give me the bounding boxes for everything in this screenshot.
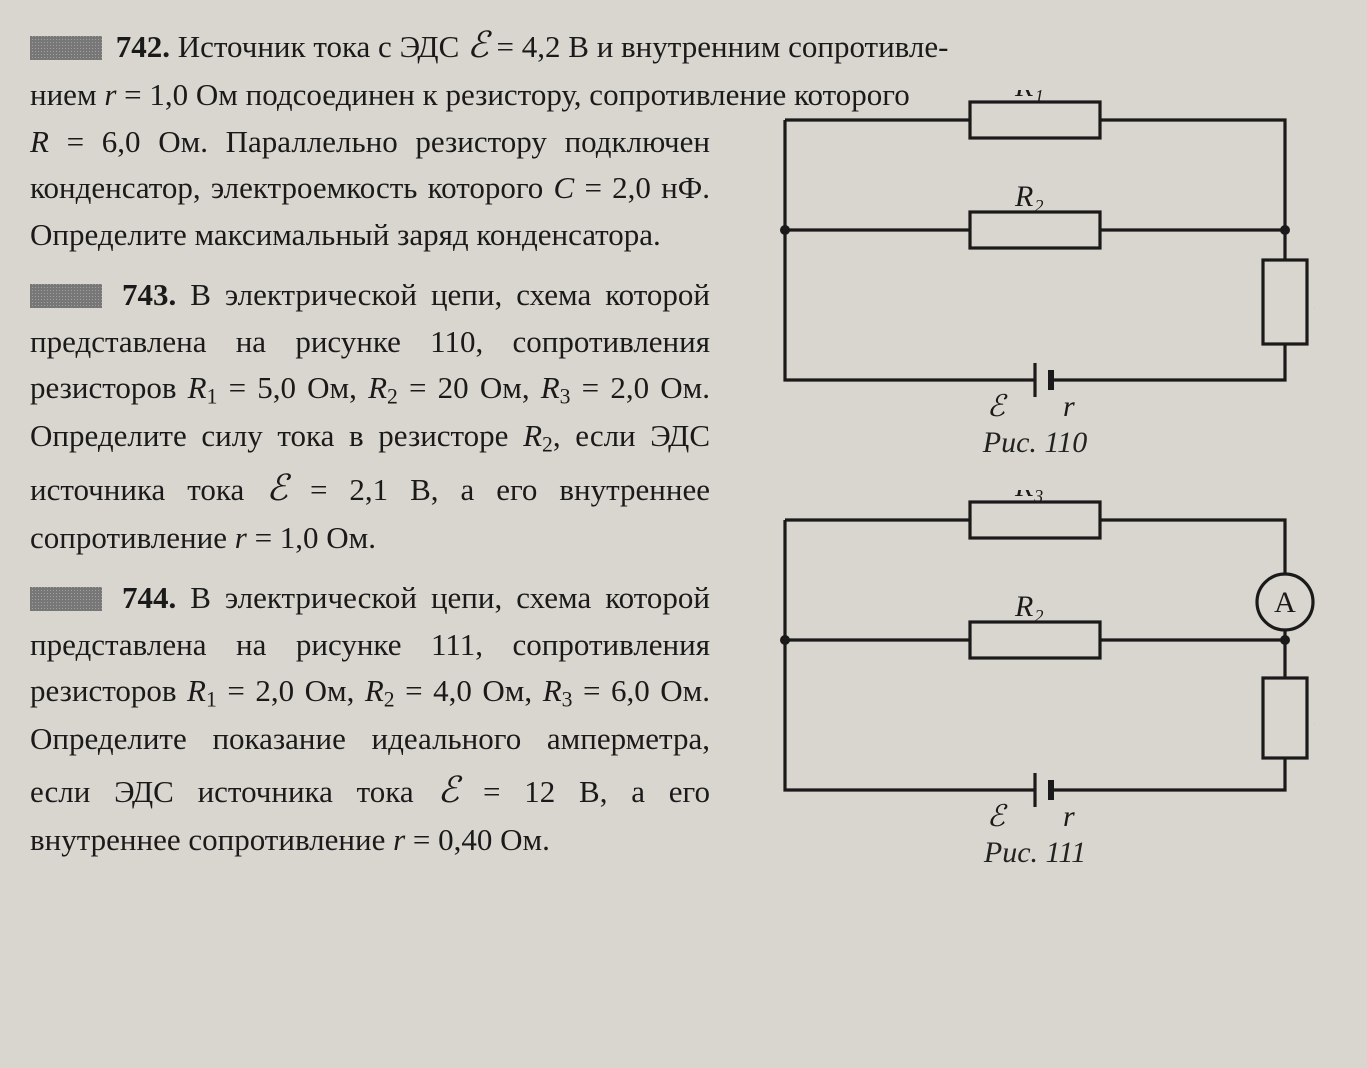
label-R2: R₂ — [1014, 180, 1044, 213]
label-R1: R₁ — [1014, 90, 1044, 103]
label-R3: R₃ — [1314, 282, 1315, 315]
label-R2: R₂ — [1014, 590, 1044, 623]
label-emf: ℰ — [987, 390, 1008, 420]
hatch-icon — [30, 587, 102, 611]
figure-caption: Рис. 110 — [730, 426, 1340, 460]
circuit-111-svg: R₃ R₂ A R₁ ℰ r — [755, 490, 1315, 830]
figure-111: R₃ R₂ A R₁ ℰ r Рис. 111 — [730, 490, 1340, 870]
problem-743: 743. В электрической цепи, схема которой… — [30, 272, 710, 561]
problem-742-line1: 742. Источник тока с ЭДС ℰ = 4,2 В и вну… — [30, 18, 1330, 72]
problem-text: В электрической цепи, схема которой пред… — [30, 580, 710, 856]
figure-caption: Рис. 111 — [730, 836, 1340, 870]
hatch-icon — [30, 284, 102, 308]
circuit-110-svg: R₁ R₂ R₃ ℰ r — [755, 90, 1315, 420]
label-r: r — [1063, 390, 1075, 420]
hatch-icon — [30, 36, 102, 60]
label-r: r — [1063, 800, 1075, 830]
problem-742-rest: R = 6,0 Ом. Параллельно резистору подклю… — [30, 119, 710, 259]
text-column: 742. Источник тока с ЭДС ℰ = 4,2 В и вну… — [30, 18, 710, 877]
problem-text: Источник тока с ЭДС ℰ = 4,2 В и внутренн… — [178, 29, 949, 64]
problem-text: В электрической цепи, схема которой пред… — [30, 277, 710, 555]
label-ammeter: A — [1274, 586, 1296, 619]
page: 742. Источник тока с ЭДС ℰ = 4,2 В и вну… — [0, 0, 1367, 1068]
problem-number: 742. — [116, 29, 170, 64]
label-R3: R₃ — [1014, 490, 1044, 503]
problem-number: 744. — [122, 580, 176, 615]
label-emf: ℰ — [987, 800, 1008, 830]
label-R1: R₁ — [1314, 698, 1315, 731]
problem-text: R = 6,0 Ом. Параллельно резистору подклю… — [30, 124, 710, 252]
figure-110: R₁ R₂ R₃ ℰ r Рис. 110 — [730, 90, 1340, 460]
problem-744: 744. В электрической цепи, схема которой… — [30, 575, 710, 863]
problem-number: 743. — [122, 277, 176, 312]
